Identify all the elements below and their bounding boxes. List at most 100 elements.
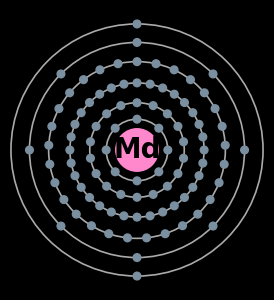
Circle shape [133, 58, 141, 65]
Circle shape [103, 110, 110, 118]
Circle shape [45, 141, 53, 149]
Circle shape [133, 99, 141, 106]
Circle shape [143, 234, 150, 242]
Circle shape [161, 230, 169, 238]
Circle shape [149, 102, 157, 110]
Circle shape [57, 70, 65, 78]
Circle shape [174, 122, 182, 130]
Circle shape [120, 212, 128, 220]
Text: Md: Md [113, 136, 161, 164]
Circle shape [218, 122, 226, 130]
Circle shape [164, 146, 172, 154]
Circle shape [133, 213, 141, 221]
Circle shape [159, 208, 167, 216]
Circle shape [133, 130, 141, 138]
Circle shape [146, 212, 154, 220]
Circle shape [87, 138, 94, 146]
Circle shape [105, 230, 113, 238]
Circle shape [194, 210, 202, 218]
Circle shape [120, 80, 128, 88]
Circle shape [48, 122, 56, 130]
Circle shape [133, 177, 141, 185]
Circle shape [152, 60, 160, 68]
Circle shape [92, 122, 100, 130]
Circle shape [133, 20, 141, 28]
Circle shape [103, 182, 110, 190]
Circle shape [46, 160, 54, 168]
Circle shape [77, 184, 85, 191]
Circle shape [215, 179, 223, 187]
Circle shape [71, 172, 79, 179]
Circle shape [174, 170, 182, 178]
Circle shape [133, 272, 141, 280]
Circle shape [155, 168, 163, 176]
Circle shape [133, 194, 141, 201]
Circle shape [200, 146, 208, 154]
Circle shape [55, 105, 63, 112]
Circle shape [199, 133, 207, 141]
Circle shape [195, 121, 203, 128]
Circle shape [179, 222, 186, 230]
Circle shape [206, 196, 214, 203]
Circle shape [72, 210, 80, 218]
Circle shape [60, 196, 68, 203]
Circle shape [180, 138, 187, 146]
Circle shape [170, 66, 178, 74]
Circle shape [117, 102, 125, 110]
Circle shape [96, 90, 104, 98]
Circle shape [117, 190, 125, 198]
Circle shape [189, 109, 197, 116]
Circle shape [164, 110, 171, 118]
Circle shape [114, 60, 122, 68]
Circle shape [51, 179, 59, 187]
Circle shape [107, 84, 115, 92]
Circle shape [26, 146, 33, 154]
Circle shape [164, 182, 171, 190]
Circle shape [189, 184, 197, 191]
Circle shape [159, 84, 167, 92]
Circle shape [67, 133, 75, 141]
Circle shape [111, 168, 119, 176]
Circle shape [199, 159, 207, 167]
Circle shape [66, 89, 73, 97]
Circle shape [86, 194, 93, 201]
Circle shape [133, 115, 141, 123]
Circle shape [220, 160, 228, 168]
Circle shape [66, 146, 74, 154]
Circle shape [88, 222, 95, 230]
Circle shape [96, 66, 104, 74]
Circle shape [80, 76, 87, 83]
Circle shape [181, 99, 188, 106]
Circle shape [67, 159, 75, 167]
Circle shape [155, 124, 163, 132]
Circle shape [170, 90, 178, 98]
Circle shape [107, 208, 115, 216]
Circle shape [195, 172, 203, 179]
Circle shape [133, 79, 141, 87]
Circle shape [96, 202, 104, 210]
Circle shape [201, 89, 208, 97]
Circle shape [116, 129, 158, 171]
Circle shape [124, 234, 131, 242]
Circle shape [86, 99, 93, 106]
Circle shape [102, 146, 110, 154]
Circle shape [77, 109, 85, 116]
Circle shape [133, 254, 141, 261]
Circle shape [92, 170, 100, 178]
Circle shape [71, 121, 79, 128]
Circle shape [146, 80, 154, 88]
Circle shape [211, 105, 219, 112]
Circle shape [209, 70, 217, 78]
Circle shape [87, 154, 94, 162]
Circle shape [111, 124, 119, 132]
Circle shape [187, 76, 194, 83]
Circle shape [241, 146, 249, 154]
Circle shape [133, 39, 141, 46]
Circle shape [57, 222, 65, 230]
Circle shape [149, 190, 157, 198]
Circle shape [221, 141, 229, 149]
Circle shape [133, 162, 141, 169]
Circle shape [181, 194, 188, 201]
Circle shape [180, 154, 187, 162]
Circle shape [209, 222, 217, 230]
